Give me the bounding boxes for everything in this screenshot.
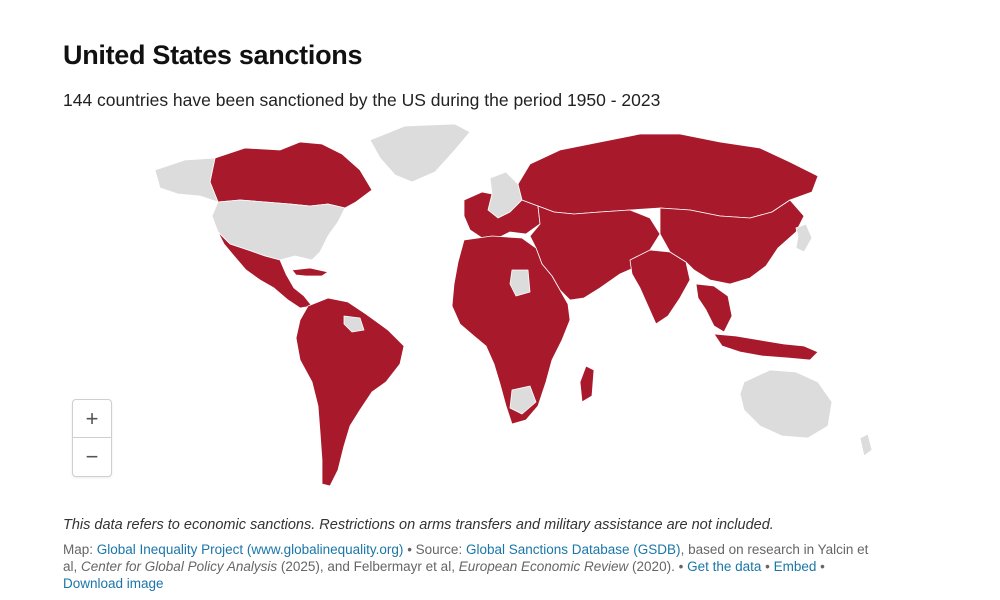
map-region-africa-not-sanctioned-south[interactable] — [509, 385, 537, 415]
source-text: (2025), and Felbermayr et al, — [277, 559, 459, 574]
map-region-guianas[interactable] — [343, 315, 365, 333]
zoom-control: + − — [72, 399, 112, 477]
map-region-caribbean[interactable] — [291, 267, 329, 277]
source-link[interactable]: Global Sanctions Database (GSDB) — [465, 542, 681, 557]
map-region-new-zealand[interactable] — [859, 433, 873, 457]
chart-title: United States sanctions — [63, 40, 363, 70]
embed-link[interactable]: Embed — [773, 559, 817, 574]
map-credit-label: Map: — [63, 542, 97, 557]
map-region-madagascar[interactable] — [579, 365, 595, 403]
world-map[interactable] — [60, 120, 940, 500]
map-region-greenland[interactable] — [369, 123, 471, 183]
source-text: , based on research in Yalcin et al, — [63, 542, 869, 574]
source-journal-1: Center for Global Policy Analysis — [81, 559, 278, 574]
map-region-australia[interactable] — [739, 369, 833, 439]
map-region-alaska[interactable] — [154, 157, 219, 203]
map-credit-link[interactable]: Global Inequality Project (www.globaline… — [96, 542, 404, 557]
map-region-russia[interactable] — [517, 133, 819, 219]
source-text: (2020). • — [628, 559, 688, 574]
separator: • Source: — [403, 542, 466, 557]
map-region-africa[interactable] — [451, 235, 571, 425]
source-journal-2: European Economic Review — [458, 559, 629, 574]
get-data-link[interactable]: Get the data — [687, 559, 762, 574]
chart-subtitle: 144 countries have been sanctioned by th… — [63, 90, 661, 110]
footer-credits: Map: Global Inequality Project (www.glob… — [63, 541, 883, 592]
zoom-in-button[interactable]: + — [85, 406, 99, 431]
map-region-south-america[interactable] — [295, 297, 405, 487]
map-region-south-asia[interactable] — [629, 249, 691, 325]
zoom-out-button[interactable]: − — [73, 437, 111, 475]
separator: • — [761, 559, 774, 574]
map-region-japan[interactable] — [795, 223, 813, 253]
separator: • — [816, 559, 825, 574]
map-region-east-asia[interactable] — [659, 199, 805, 285]
map-region-canada[interactable] — [209, 141, 373, 209]
map-region-africa-not-sanctioned-north[interactable] — [509, 269, 531, 297]
map-region-indonesia-philippines[interactable] — [713, 333, 819, 361]
data-note: This data refers to economic sanctions. … — [63, 517, 774, 533]
map-region-southeast-asia[interactable] — [695, 283, 733, 333]
download-image-link[interactable]: Download image — [63, 576, 164, 591]
